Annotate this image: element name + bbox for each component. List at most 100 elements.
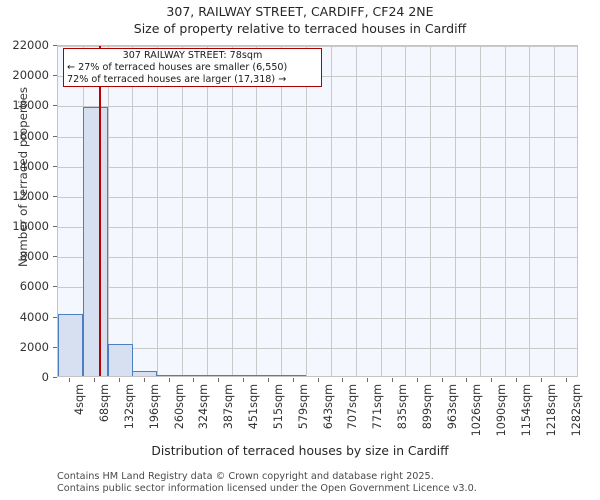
gridline-horizontal bbox=[58, 227, 577, 228]
annotation-line-3: 72% of terraced houses are larger (17,31… bbox=[67, 74, 287, 86]
y-tick-label: 18000 bbox=[12, 98, 49, 113]
annotation-line-2: ← 27% of terraced houses are smaller (6,… bbox=[67, 62, 288, 74]
gridline-vertical bbox=[281, 46, 282, 376]
y-tick-mark bbox=[53, 45, 57, 46]
footer-line-1: Contains HM Land Registry data © Crown c… bbox=[57, 471, 434, 482]
x-tick-label: 196sqm bbox=[147, 384, 161, 430]
gridline-vertical bbox=[529, 46, 530, 376]
x-tick-mark bbox=[218, 378, 219, 382]
x-tick-label: 771sqm bbox=[371, 384, 385, 430]
x-tick-mark bbox=[144, 378, 145, 382]
y-tick-mark bbox=[53, 136, 57, 137]
x-tick-label: 1026sqm bbox=[470, 384, 484, 437]
y-tick-label: 8000 bbox=[19, 249, 49, 264]
annotation-line-1: 307 RAILWAY STREET: 78sqm bbox=[122, 50, 263, 61]
y-tick-label: 14000 bbox=[12, 158, 49, 173]
y-tick-label: 10000 bbox=[12, 219, 49, 234]
gridline-vertical bbox=[554, 46, 555, 376]
x-tick-mark bbox=[169, 378, 170, 382]
bar bbox=[232, 374, 257, 376]
gridline-horizontal bbox=[58, 257, 577, 258]
gridline-vertical bbox=[455, 46, 456, 376]
gridline-horizontal bbox=[58, 348, 577, 349]
x-tick-label: 1282sqm bbox=[569, 384, 583, 437]
y-tick-mark bbox=[53, 286, 57, 287]
gridline-vertical bbox=[108, 46, 109, 376]
footer-line-2: Contains public sector information licen… bbox=[57, 483, 477, 494]
bar bbox=[281, 374, 306, 376]
y-tick-mark bbox=[53, 317, 57, 318]
x-tick-mark bbox=[94, 378, 95, 382]
bar bbox=[58, 314, 83, 376]
y-tick-label: 12000 bbox=[12, 188, 49, 203]
gridline-horizontal bbox=[58, 318, 577, 319]
chart-subtitle: Size of property relative to terraced ho… bbox=[133, 21, 467, 36]
gridline-horizontal bbox=[58, 137, 577, 138]
x-tick-label: 835sqm bbox=[395, 384, 409, 430]
x-tick-mark bbox=[417, 378, 418, 382]
y-tick-label: 20000 bbox=[12, 68, 49, 83]
x-tick-label: 132sqm bbox=[123, 384, 137, 430]
x-tick-mark bbox=[243, 378, 244, 382]
property-marker-line bbox=[99, 46, 101, 376]
x-tick-mark bbox=[293, 378, 294, 382]
y-tick-mark bbox=[53, 75, 57, 76]
y-tick-mark bbox=[53, 377, 57, 378]
x-tick-label: 515sqm bbox=[271, 384, 285, 430]
gridline-vertical bbox=[505, 46, 506, 376]
x-tick-label: 387sqm bbox=[222, 384, 236, 430]
plot-area bbox=[57, 45, 578, 377]
x-tick-mark bbox=[193, 378, 194, 382]
y-tick-mark bbox=[53, 347, 57, 348]
y-tick-mark bbox=[53, 226, 57, 227]
y-tick-label: 2000 bbox=[19, 339, 49, 354]
gridline-vertical bbox=[480, 46, 481, 376]
gridline-vertical bbox=[132, 46, 133, 376]
x-tick-mark bbox=[466, 378, 467, 382]
gridline-vertical bbox=[381, 46, 382, 376]
gridline-horizontal bbox=[58, 287, 577, 288]
y-tick-mark bbox=[53, 256, 57, 257]
y-axis-label: Number of terraced properties bbox=[16, 86, 30, 268]
y-tick-mark bbox=[53, 196, 57, 197]
gridline-horizontal bbox=[58, 106, 577, 107]
x-tick-label: 1154sqm bbox=[519, 384, 533, 437]
y-tick-label: 16000 bbox=[12, 128, 49, 143]
y-tick-mark bbox=[53, 166, 57, 167]
gridline-horizontal bbox=[58, 197, 577, 198]
y-tick-label: 6000 bbox=[19, 279, 49, 294]
x-tick-label: 451sqm bbox=[247, 384, 261, 430]
x-tick-mark bbox=[392, 378, 393, 382]
x-tick-label: 68sqm bbox=[98, 384, 112, 423]
x-tick-mark bbox=[516, 378, 517, 382]
x-tick-mark bbox=[566, 378, 567, 382]
x-tick-label: 963sqm bbox=[445, 384, 459, 430]
gridline-vertical bbox=[207, 46, 208, 376]
x-tick-mark bbox=[318, 378, 319, 382]
gridline-vertical bbox=[430, 46, 431, 376]
x-tick-mark bbox=[442, 378, 443, 382]
x-tick-label: 643sqm bbox=[321, 384, 335, 430]
x-tick-mark bbox=[268, 378, 269, 382]
x-tick-mark bbox=[69, 378, 70, 382]
annotation-box: 307 RAILWAY STREET: 78sqm ← 27% of terra… bbox=[63, 48, 322, 87]
gridline-vertical bbox=[182, 46, 183, 376]
page-title: 307, RAILWAY STREET, CARDIFF, CF24 2NE bbox=[166, 4, 434, 19]
gridline-vertical bbox=[356, 46, 357, 376]
bar bbox=[108, 343, 133, 376]
bar bbox=[157, 374, 182, 376]
x-tick-label: 707sqm bbox=[346, 384, 360, 430]
gridline-vertical bbox=[232, 46, 233, 376]
gridline-vertical bbox=[256, 46, 257, 376]
x-tick-label: 260sqm bbox=[172, 384, 186, 430]
x-tick-label: 899sqm bbox=[420, 384, 434, 430]
x-tick-mark bbox=[367, 378, 368, 382]
x-tick-mark bbox=[119, 378, 120, 382]
gridline-vertical bbox=[331, 46, 332, 376]
x-tick-label: 579sqm bbox=[296, 384, 310, 430]
gridline-horizontal bbox=[58, 167, 577, 168]
x-tick-mark bbox=[491, 378, 492, 382]
gridline-vertical bbox=[405, 46, 406, 376]
y-tick-label: 0 bbox=[41, 370, 49, 384]
